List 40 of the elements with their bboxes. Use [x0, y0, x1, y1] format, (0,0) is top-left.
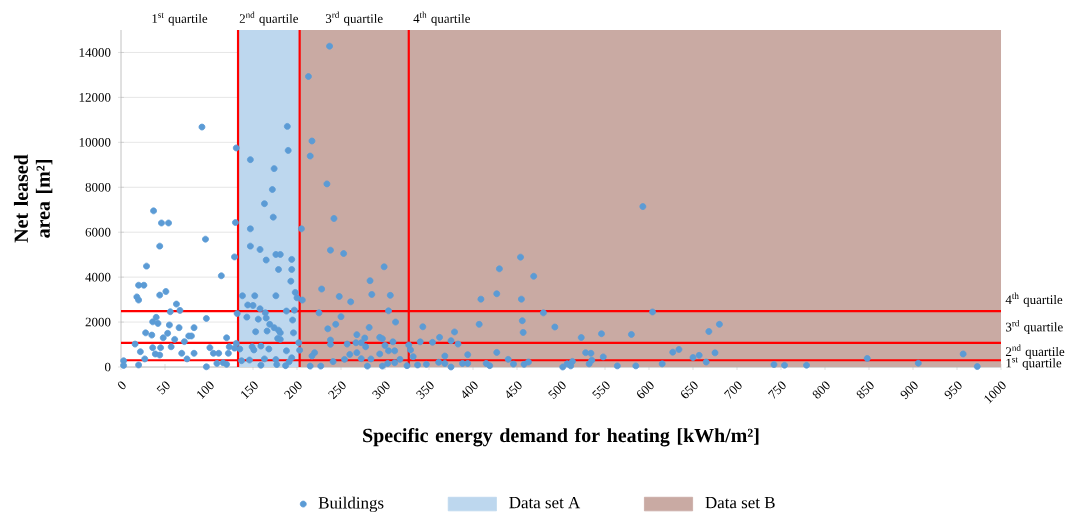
- text: 2$^{nd}$ quartile: [239, 11, 299, 26]
- x-tick-label: 750: [767, 381, 786, 399]
- x-tick-label: 800: [812, 381, 830, 399]
- x-tick-label: 50: [156, 381, 170, 395]
- y-tick-label: 10000: [79, 137, 111, 147]
- text: 4$^{th}$ quartile: [1005, 292, 1063, 307]
- legend-label: Buildings: [318, 496, 384, 513]
- y-tick-label: 14000: [79, 48, 111, 57]
- x-tick-label: 400: [462, 381, 478, 399]
- x-tick-label: 650: [681, 381, 698, 399]
- x-tick-label: 700: [723, 381, 742, 399]
- x-tick-label: 200: [284, 381, 302, 400]
- y-axis-title: Net leased area [m²]: [13, 154, 53, 243]
- text: 1$^{st}$ quartile: [152, 12, 208, 26]
- y-tick-label: 8000: [85, 182, 111, 192]
- x-tick-label: 450: [506, 381, 522, 399]
- x-tick-label: 350: [416, 381, 434, 400]
- x-tick-label: 0: [118, 381, 126, 390]
- x-tick-label: 250: [328, 381, 346, 400]
- x-tick-label: 550: [592, 381, 610, 400]
- x-tick-label: 900: [900, 381, 918, 400]
- y-tick-label: 2000: [85, 317, 111, 327]
- x-tick-label: 100: [197, 381, 214, 399]
- x-tick-label: 500: [548, 381, 566, 400]
- x-tick-label: 950: [944, 381, 962, 400]
- legend-label: Data set B: [705, 497, 775, 509]
- text: 4$^{th}$ quartile: [413, 11, 471, 26]
- text: 1$^{st}$ quartile: [1006, 357, 1062, 371]
- y-tick-label: 0: [105, 362, 111, 372]
- text: 3$^{rd}$ quartile: [1006, 319, 1063, 335]
- text: 3$^{rd}$ quartile: [325, 11, 383, 26]
- x-axis-title: Specific energy demand for heating [kWh/m²]: [363, 427, 759, 447]
- y-tick-label: 4000: [85, 272, 111, 282]
- legend-label: Data set A: [509, 496, 581, 509]
- x-tick-label: 150: [241, 381, 258, 399]
- y-tick-label: 12000: [79, 93, 111, 102]
- x-tick-label: 300: [372, 381, 390, 400]
- y-tick-label: 6000: [85, 227, 111, 237]
- x-tick-label: 600: [637, 381, 654, 399]
- x-tick-label: 850: [856, 381, 874, 399]
